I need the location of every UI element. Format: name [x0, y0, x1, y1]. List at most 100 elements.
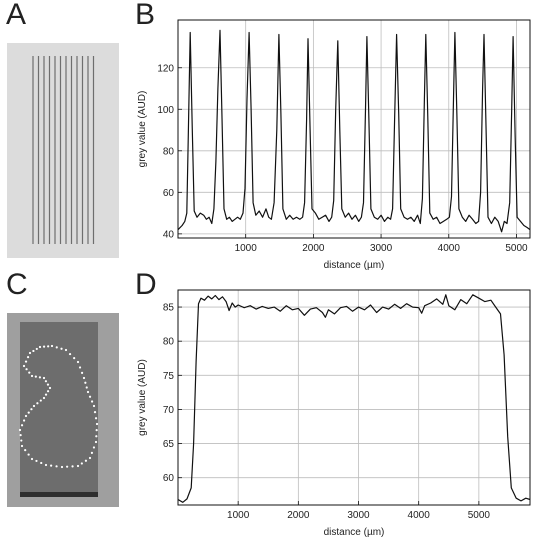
image-c-outline-dot — [46, 383, 50, 386]
image-c-outline-dot — [95, 435, 98, 438]
image-c-outline-dot — [35, 459, 38, 463]
chart-d-grid — [178, 290, 530, 505]
chart-d-y-axis-label: grey value (AUD) — [137, 359, 148, 436]
image-c-outline-dot — [18, 428, 22, 432]
x-tick-label: 3000 — [370, 243, 393, 254]
image-c-outline-dot — [60, 465, 64, 469]
y-tick-label: 85 — [163, 303, 175, 314]
image-c-outline-dot — [93, 411, 97, 414]
y-tick-label: 80 — [163, 337, 175, 348]
image-c-outline-dot — [20, 439, 23, 442]
image-c-outline-dot — [36, 402, 39, 405]
x-tick-label: 4000 — [408, 510, 431, 521]
image-c-outline-dot — [34, 375, 37, 378]
y-tick-label: 80 — [163, 146, 175, 157]
image-c-outline-dot — [82, 376, 86, 380]
image-c-outline-dot — [30, 408, 33, 411]
image-c-outline-dot — [39, 399, 42, 402]
y-tick-label: 60 — [163, 473, 175, 484]
image-c-outline-dot — [32, 349, 35, 353]
image-c-outline-dot — [27, 411, 30, 414]
image-c-outline-dot — [42, 376, 46, 380]
y-tick-label: 100 — [157, 105, 174, 116]
chart-d-series-line — [177, 294, 531, 503]
x-tick-label: 5000 — [468, 510, 491, 521]
image-c-outline-dot — [24, 360, 28, 363]
image-c-outline-dot — [50, 344, 54, 348]
image-c-outline-dot — [44, 393, 48, 396]
image-c-outline-dot — [28, 371, 31, 374]
image-c-outline-dot — [30, 457, 34, 461]
x-tick-label: 1000 — [227, 510, 250, 521]
image-c-outline-dot — [38, 376, 42, 379]
image-a — [7, 43, 119, 258]
image-c-outline-dot — [84, 381, 87, 384]
image-c-outline-dot — [60, 347, 63, 350]
image-c-outline-dot — [84, 459, 88, 462]
chart-d-x-ticks: 1000 2000 3000 4000 5000 — [227, 501, 490, 521]
image-c-outline-dot — [76, 464, 80, 468]
image-c-outline-dot — [92, 446, 96, 449]
image-c-outline-dot — [94, 417, 98, 420]
image-c-outline-dot — [26, 356, 30, 359]
panel-letter-c: C — [6, 268, 28, 301]
image-c-outline-dot — [20, 424, 24, 427]
image-c-outline-dot — [55, 346, 58, 349]
image-c-dotted-outline — [18, 344, 99, 469]
image-c-outline-dot — [66, 465, 69, 468]
y-tick-label: 40 — [163, 229, 175, 240]
x-tick-label: 1000 — [235, 243, 258, 254]
image-c-outline-dot — [88, 395, 92, 398]
image-c-outline-dot — [22, 419, 26, 422]
image-c-outline-dot — [27, 453, 30, 456]
image-c-outline-dot — [25, 368, 28, 371]
image-c-outline-dot — [80, 462, 83, 465]
chart-b-y-ticks: 40 60 80 100 120 — [157, 63, 182, 240]
image-c-outline-dot — [42, 345, 46, 348]
image-c-outline-dot — [76, 360, 80, 364]
image-c-outline-dot — [71, 465, 74, 468]
image-c-outline-dot — [90, 400, 94, 403]
image-c — [7, 313, 119, 507]
image-c-outline-dot — [48, 386, 52, 390]
image-c-outline-dot — [85, 386, 88, 389]
chart-b-x-ticks: 1000 2000 3000 4000 5000 — [235, 234, 528, 254]
panel-letter-a: A — [6, 0, 27, 31]
image-c-outline-dot — [22, 364, 26, 368]
image-c-outline-dot — [88, 456, 92, 460]
image-c-outline-dot — [19, 434, 22, 437]
image-c-outline-dot — [73, 357, 76, 360]
image-c-outline-dot — [35, 347, 38, 351]
image-c-outline-dot — [68, 352, 72, 356]
image-c-outline-dot — [90, 451, 94, 454]
y-tick-label: 120 — [157, 63, 174, 74]
panel-letter-b: B — [135, 0, 156, 31]
image-c-outline-dot — [92, 404, 96, 408]
y-tick-label: 65 — [163, 439, 175, 450]
x-tick-label: 2000 — [302, 243, 325, 254]
x-tick-label: 2000 — [287, 510, 310, 521]
image-c-outline-dot — [64, 348, 68, 352]
image-c-outline-dot — [95, 429, 98, 432]
panel-letter-d: D — [135, 268, 157, 301]
chart-d: 60 65 70 75 80 85 1000 2000 3000 4000 5000 distan… — [137, 289, 531, 538]
image-c-outline-dot — [44, 463, 48, 467]
image-c-outline-dot — [20, 444, 24, 448]
image-c-outline-dot — [86, 390, 90, 394]
image-c-outline-dot — [24, 449, 27, 452]
image-c-outline-dot — [78, 366, 82, 369]
image-c-outline-dot — [47, 345, 50, 348]
image-c-outline-dot — [42, 396, 46, 400]
y-tick-label: 75 — [163, 371, 175, 382]
image-c-outline-dot — [50, 464, 53, 467]
image-c-outline-dot — [94, 440, 98, 444]
image-a-line-pattern — [32, 56, 95, 244]
chart-b-x-axis-label: distance (µm) — [324, 260, 385, 271]
chart-d-y-ticks: 60 65 70 75 80 85 — [163, 303, 182, 484]
image-c-sample — [20, 322, 98, 494]
chart-d-plot-frame — [177, 289, 531, 506]
chart-b-y-axis-label: grey value (AUD) — [137, 91, 148, 168]
image-c-outline-dot — [30, 374, 34, 378]
image-c-outline-dot — [46, 390, 50, 393]
image-c-outline-dot — [38, 345, 42, 349]
